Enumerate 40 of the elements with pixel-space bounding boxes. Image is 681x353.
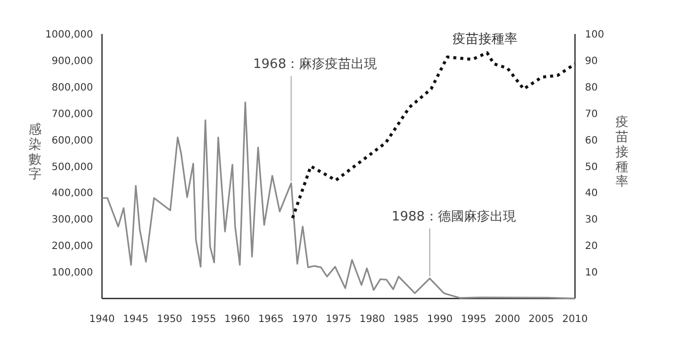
y2tick: 40 (585, 188, 598, 200)
annotation: 1988：德國麻疹出現 (392, 209, 516, 224)
ytick: 300,000 (52, 214, 93, 226)
ytick: 700,000 (52, 108, 93, 120)
ytick: 600,000 (52, 135, 93, 146)
ytick: 500,000 (52, 162, 93, 173)
ytick: 900,000 (52, 56, 93, 67)
xtick: 1975 (326, 314, 352, 325)
xtick: 1970 (292, 314, 318, 325)
xtick: 1980 (360, 314, 385, 325)
xtick: 1945 (123, 314, 148, 325)
xtick: 2000 (494, 314, 520, 325)
ytick: 800,000 (52, 82, 93, 94)
y2tick: 10 (585, 268, 598, 279)
y2tick: 70 (585, 108, 598, 120)
y2tick: 90 (585, 56, 598, 67)
y2tick: 30 (585, 214, 598, 226)
ylabel: 感染數字 (28, 122, 42, 182)
y2tick: 80 (585, 82, 598, 94)
xtick: 1955 (190, 314, 216, 325)
y2label: 疫苗接種率 (616, 114, 628, 190)
xtick: 1995 (460, 314, 486, 325)
xtick: 1985 (393, 314, 419, 325)
xtick: 1960 (224, 314, 250, 325)
xtick: 2010 (562, 314, 588, 325)
xtick: 1990 (427, 314, 453, 325)
annotation: 1968：麻疹疫苗出現 (253, 57, 378, 72)
xtick: 1950 (156, 314, 182, 325)
ytick: 200,000 (52, 241, 93, 252)
xtick: 1940 (89, 314, 115, 325)
ytick: 400,000 (52, 188, 93, 200)
ytick: 100,000 (52, 268, 93, 279)
y2tick: 100 (585, 30, 604, 40)
xtick: 2005 (528, 314, 554, 325)
ytick: 1000,000 (45, 30, 93, 40)
y2tick: 50 (585, 162, 598, 173)
y2tick: 60 (585, 135, 598, 146)
series-label: 疫苗接種率 (452, 32, 518, 47)
xtick: 1965 (258, 314, 284, 325)
y2tick: 20 (585, 241, 598, 252)
